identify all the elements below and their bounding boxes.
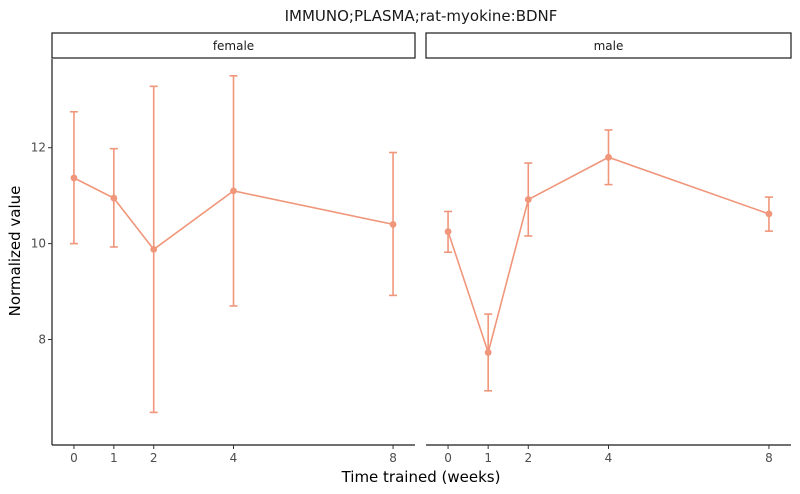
x-tick-label-male-4: 4 bbox=[605, 451, 613, 465]
strip-female bbox=[51, 32, 416, 59]
x-tick-label-male-8: 8 bbox=[765, 451, 773, 465]
x-tick-label-female-1: 1 bbox=[110, 451, 118, 465]
x-tick-label-male-1: 1 bbox=[484, 451, 492, 465]
y-tick-label-12: 12 bbox=[31, 141, 46, 155]
series-line-male bbox=[447, 156, 770, 356]
x-tick-label-female-2: 2 bbox=[150, 451, 158, 465]
y-tick-label-10: 10 bbox=[31, 237, 46, 251]
strip-label-male: male bbox=[594, 39, 624, 53]
data-point-female-0 bbox=[70, 174, 78, 182]
data-point-female-2 bbox=[150, 245, 158, 253]
x-tick-label-female-0: 0 bbox=[70, 451, 78, 465]
y-axis-title: Normalized value bbox=[6, 186, 24, 317]
x-tick-label-female-8: 8 bbox=[389, 451, 397, 465]
data-point-male-0 bbox=[444, 228, 452, 236]
chart-title: IMMUNO;PLASMA;rat-myokine:BDNF bbox=[285, 7, 558, 25]
data-point-male-4 bbox=[605, 153, 612, 161]
strip-male bbox=[425, 32, 792, 59]
data-point-female-8 bbox=[389, 221, 397, 228]
data-point-male-1 bbox=[484, 349, 492, 356]
data-point-male-8 bbox=[765, 210, 773, 218]
y-tick-label-8: 8 bbox=[38, 333, 46, 347]
x-tick-label-male-2: 2 bbox=[524, 451, 532, 465]
strip-label-female: female bbox=[213, 39, 254, 53]
x-tick-label-male-0: 0 bbox=[444, 451, 452, 465]
x-axis-title: Time trained (weeks) bbox=[341, 468, 501, 486]
data-point-female-1 bbox=[110, 194, 118, 202]
data-point-male-2 bbox=[524, 196, 532, 203]
x-tick-label-female-4: 4 bbox=[230, 451, 238, 465]
data-point-female-4 bbox=[230, 187, 237, 195]
